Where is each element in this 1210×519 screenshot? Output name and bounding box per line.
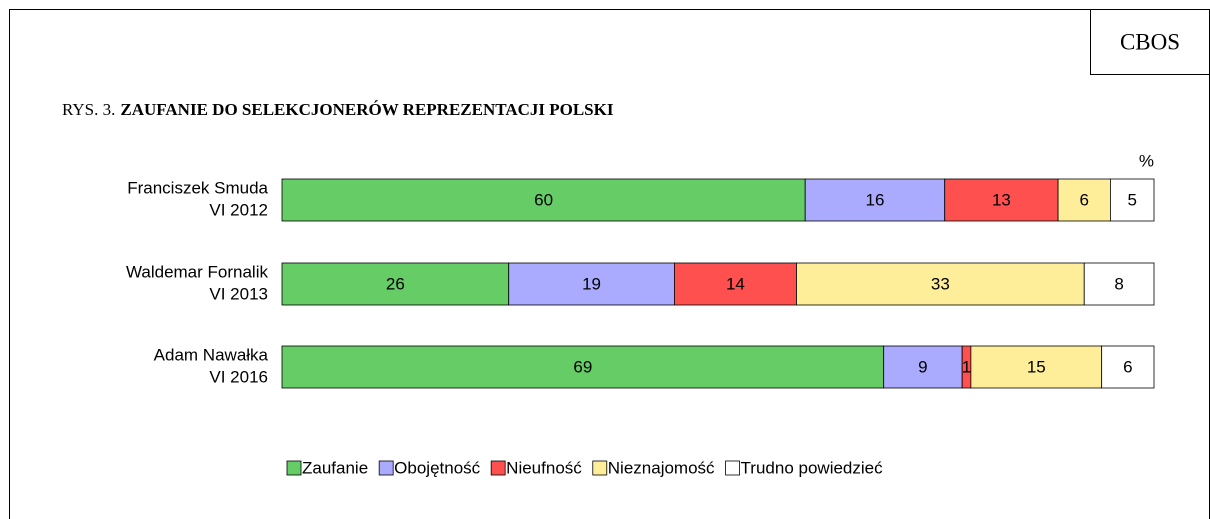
legend-swatch (725, 460, 740, 476)
bar-segment (796, 262, 1085, 306)
legend-swatch (286, 460, 302, 476)
data-label: 6 (1123, 357, 1132, 376)
data-label: 13 (992, 190, 1011, 209)
data-label: 9 (918, 357, 927, 376)
data-label: 5 (1127, 190, 1136, 209)
data-label: 60 (534, 190, 553, 209)
y-tick-label: VI 2012 (209, 200, 268, 219)
source: CBOS (1120, 29, 1180, 54)
bar-segment (281, 178, 806, 222)
y-tick-label: VI 2013 (209, 284, 268, 303)
figure-label: RYS. 3. (62, 100, 115, 119)
bar-segment (944, 178, 1059, 222)
legend-label: Nieznajomość (608, 458, 715, 477)
chart-title: RYS. 3. ZAUFANIE DO SELEKCJONERÓW REPREZE… (62, 100, 614, 119)
bar-segment (883, 345, 963, 389)
data-label: 14 (726, 274, 745, 293)
title: ZAUFANIE DO SELEKCJONERÓW REPREZENTACJI … (120, 100, 613, 119)
bar-segment (1110, 178, 1155, 222)
data-label: 8 (1114, 274, 1123, 293)
bar-segment (1083, 262, 1155, 306)
legend-label: Obojętność (394, 458, 480, 477)
bar-segment (508, 262, 675, 306)
y-tick-label: Waldemar Fornalik (126, 262, 269, 281)
y-tick-label: Adam Nawałka (154, 345, 269, 364)
data-label: 26 (386, 274, 405, 293)
unit-label: % (1139, 151, 1154, 170)
legend-swatch (592, 460, 608, 476)
bar-segment (1057, 178, 1111, 222)
y-tick-label: VI 2016 (209, 367, 268, 386)
legend-swatch (378, 460, 394, 476)
bar-segment (970, 345, 1103, 389)
data-label: 6 (1080, 190, 1089, 209)
bar-segment (1101, 345, 1155, 389)
data-label: 19 (582, 274, 601, 293)
legend-label: Trudno powiedzieć (741, 458, 884, 477)
data-label: 1 (962, 357, 971, 376)
data-label: 33 (931, 274, 950, 293)
legend-swatch (490, 460, 506, 476)
data-label: 69 (573, 357, 592, 376)
y-tick-label: Franciszek Smuda (127, 178, 268, 197)
bar-segment (281, 262, 510, 306)
bar-segment (674, 262, 797, 306)
legend-label: Nieufność (506, 458, 582, 477)
data-label: 16 (865, 190, 884, 209)
legend-label: Zaufanie (302, 458, 368, 477)
bar-segment (281, 345, 885, 389)
data-label: 15 (1027, 357, 1046, 376)
